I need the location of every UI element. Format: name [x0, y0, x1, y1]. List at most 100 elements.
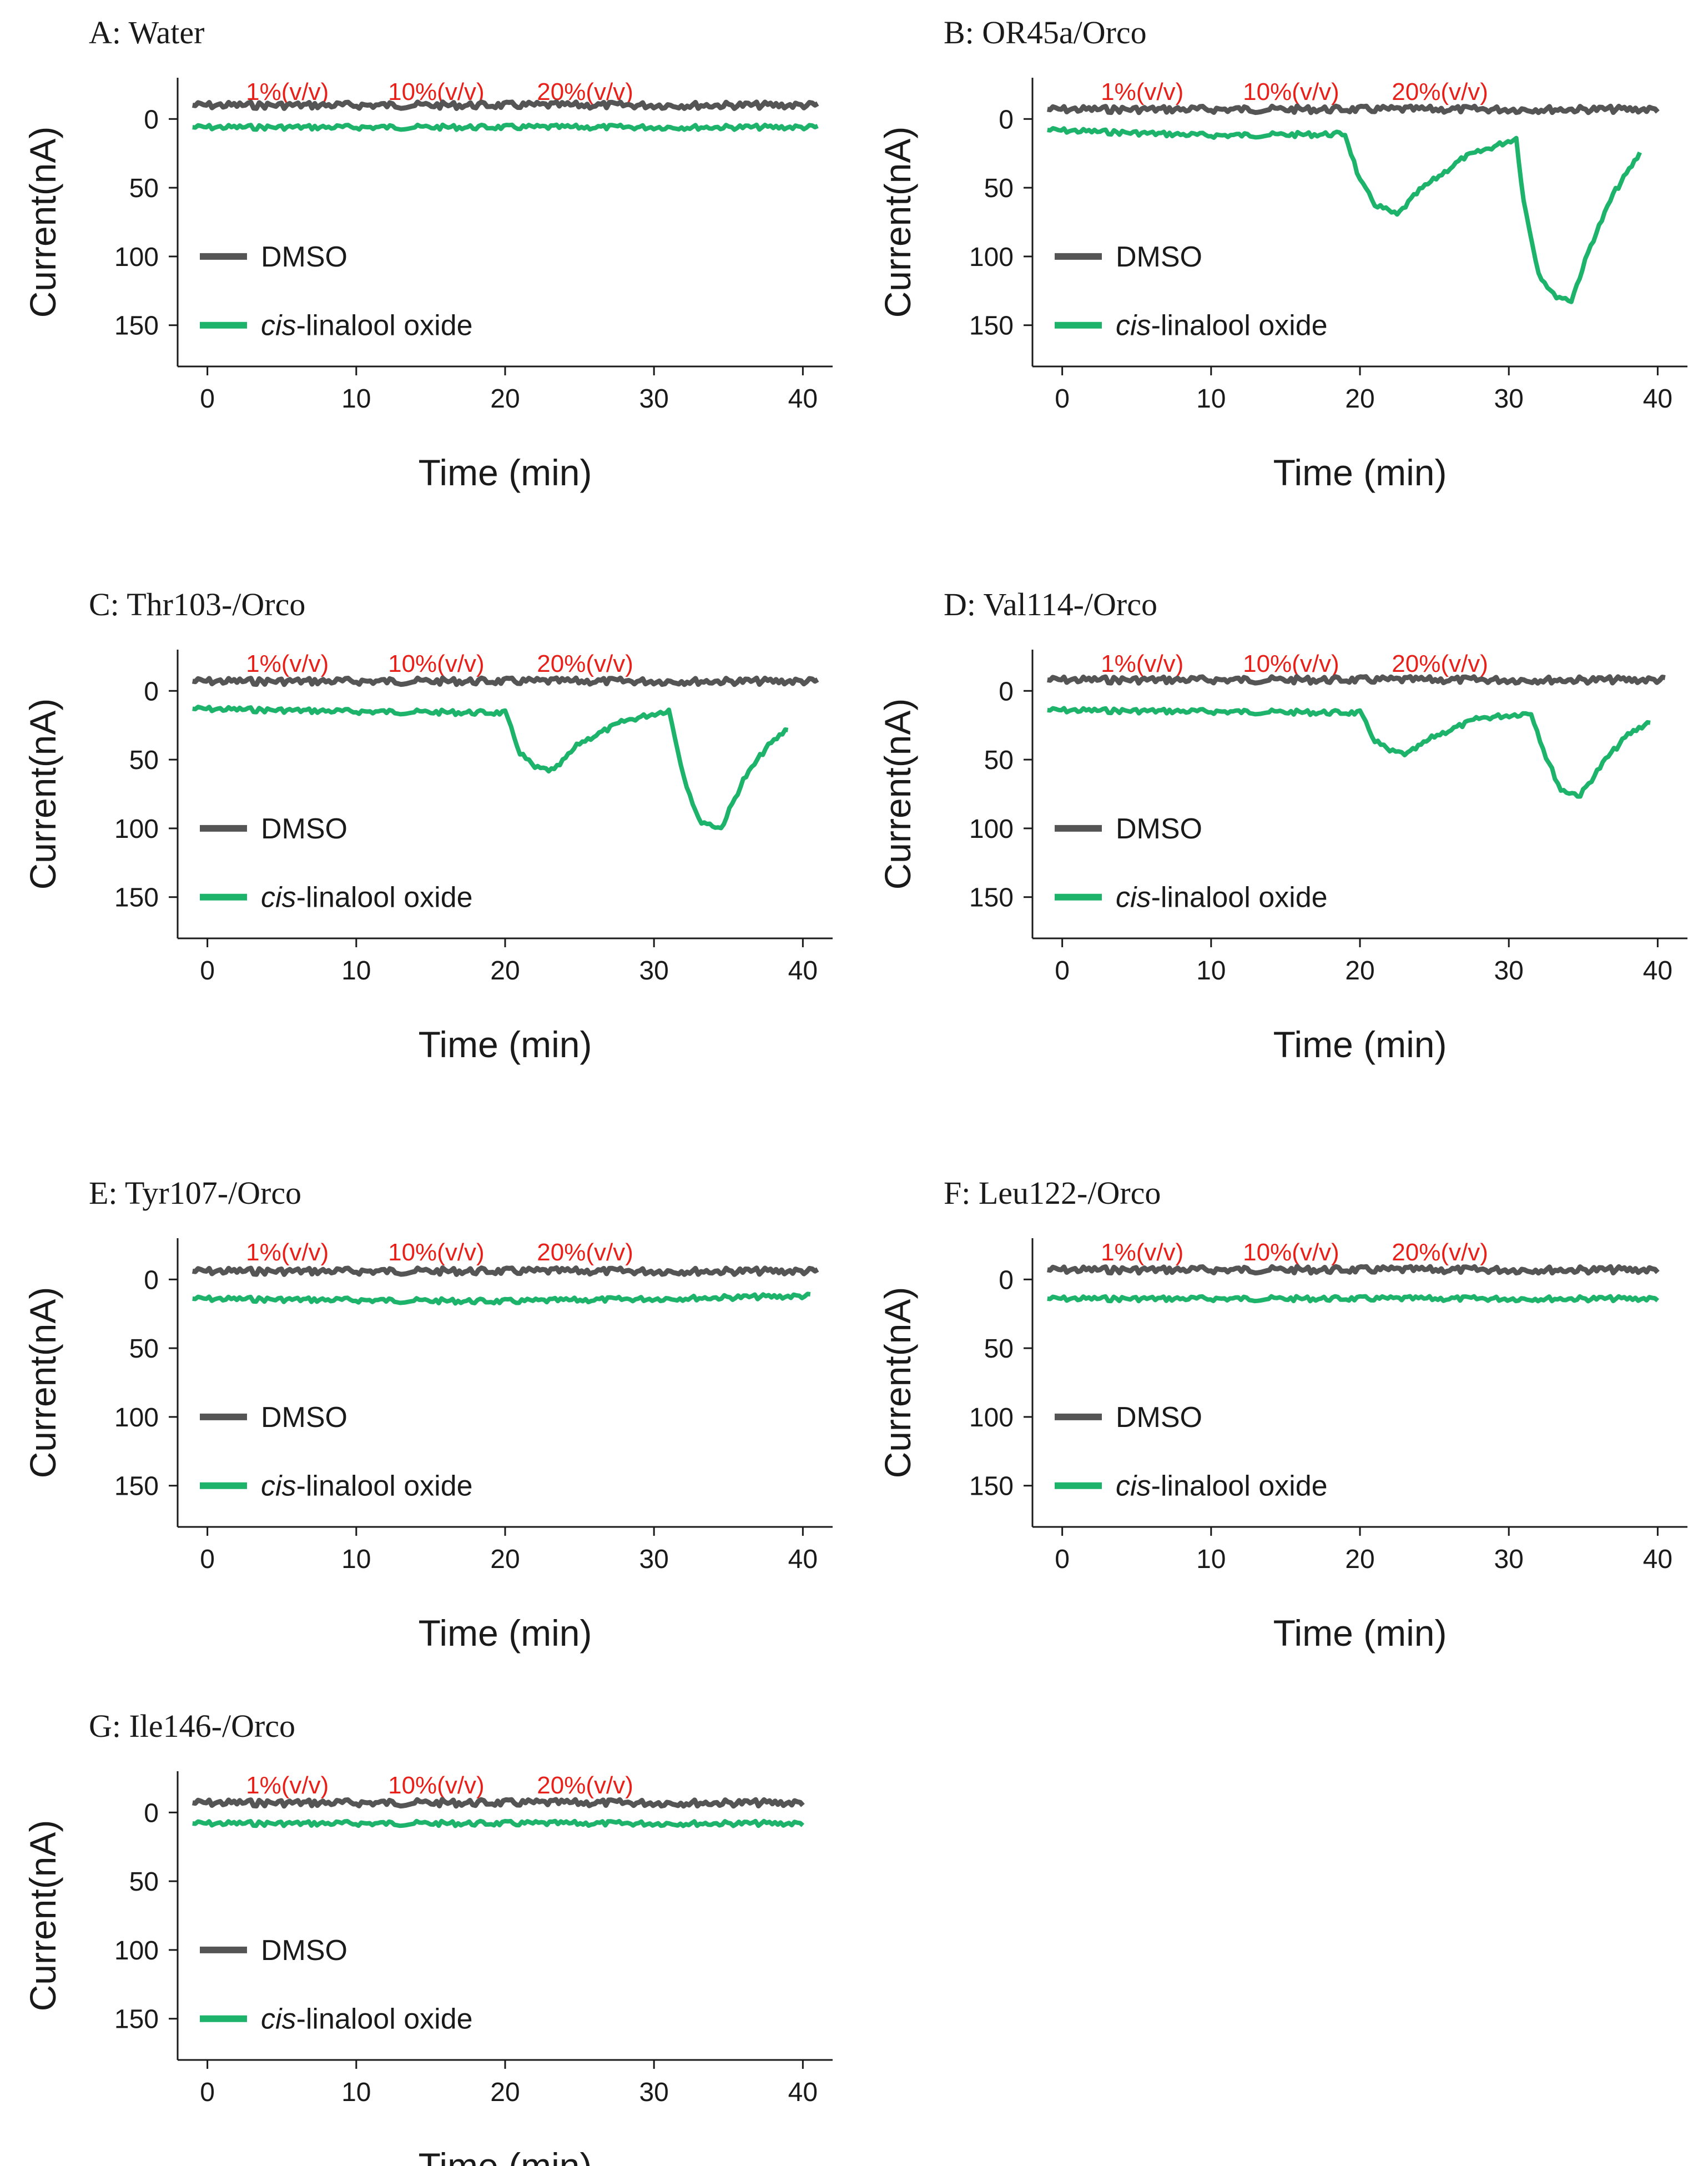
legend-label-rest: -linalool oxide [1151, 882, 1328, 914]
y-tick-label: 50 [129, 746, 159, 775]
x-axis-label: Time (min) [419, 2145, 592, 2166]
y-tick-label: 150 [114, 311, 159, 341]
legend-label-rest: -linalool oxide [296, 310, 473, 342]
legend-label-rest: -linalool oxide [1151, 310, 1328, 342]
x-axis-label: Time (min) [1273, 452, 1447, 493]
concentration-label: 10%(v/v) [388, 78, 485, 105]
x-tick-label: 20 [490, 956, 520, 986]
concentration-label: 20%(v/v) [1392, 650, 1488, 677]
x-tick-label: 20 [1345, 956, 1374, 986]
x-tick-label: 20 [1345, 1545, 1374, 1574]
panel-title: D: Val114-/Orco [944, 586, 1157, 622]
x-tick-label: 30 [639, 2078, 668, 2107]
x-tick-label: 10 [1196, 1545, 1226, 1574]
concentration-label: 1%(v/v) [246, 650, 329, 677]
y-tick-label: 100 [969, 1403, 1014, 1433]
legend-label-cis-linalool-oxide: cis-linalool oxide [261, 1470, 473, 1502]
concentration-label: 1%(v/v) [1101, 1239, 1183, 1266]
x-tick-label: 30 [639, 384, 668, 414]
y-tick-label: 150 [114, 1472, 159, 1501]
concentration-label: 1%(v/v) [246, 1239, 329, 1266]
concentration-label: 10%(v/v) [388, 1772, 485, 1799]
legend-label-cis-linalool-oxide: cis-linalool oxide [1116, 310, 1328, 342]
legend-label-dmso: DMSO [1116, 1401, 1202, 1434]
cis-linalool-oxide-trace [192, 705, 789, 831]
y-tick-label: 100 [969, 815, 1014, 844]
x-tick-label: 30 [1494, 1545, 1523, 1574]
cis-linalool-oxide-trace [192, 1291, 811, 1306]
x-tick-label: 0 [200, 956, 215, 986]
x-tick-label: 0 [200, 1545, 215, 1574]
legend-label-italic: cis [1116, 1470, 1151, 1502]
y-axis-label: Current(nA) [877, 698, 918, 890]
y-tick-label: 50 [129, 174, 159, 203]
x-tick-label: 20 [490, 384, 520, 414]
y-tick-label: 0 [999, 677, 1014, 706]
x-tick-label: 40 [1643, 956, 1672, 986]
y-tick-label: 150 [969, 1472, 1014, 1501]
x-tick-label: 0 [200, 2078, 215, 2107]
panel-f: F: Leu122-/Orco 1%(v/v) 10%(v/v) 20%(v/v) 0 5… [877, 1175, 1687, 1654]
panel-title: A: Water [89, 14, 204, 51]
concentration-label: 1%(v/v) [1101, 78, 1183, 105]
x-tick-label: 20 [490, 1545, 520, 1574]
x-tick-label: 10 [1196, 384, 1226, 414]
concentration-label: 10%(v/v) [388, 1239, 485, 1266]
y-tick-label: 150 [969, 311, 1014, 341]
concentration-label: 10%(v/v) [1243, 650, 1339, 677]
x-tick-label: 30 [1494, 956, 1523, 986]
panel-title: E: Tyr107-/Orco [89, 1175, 301, 1211]
x-tick-label: 40 [788, 1545, 818, 1574]
concentration-label: 20%(v/v) [537, 1239, 633, 1266]
y-tick-label: 100 [114, 1936, 159, 1966]
legend-label-dmso: DMSO [261, 813, 347, 845]
panel-title: C: Thr103-/Orco [89, 586, 305, 622]
y-tick-label: 100 [114, 815, 159, 844]
x-tick-label: 30 [639, 956, 668, 986]
y-tick-label: 50 [129, 1334, 159, 1364]
x-axis-label: Time (min) [1273, 1024, 1447, 1065]
x-axis-label: Time (min) [419, 452, 592, 493]
concentration-label: 10%(v/v) [1243, 1239, 1339, 1266]
dmso-trace [1047, 674, 1666, 686]
x-tick-label: 20 [1345, 384, 1374, 414]
x-tick-label: 40 [1643, 384, 1672, 414]
x-tick-label: 0 [1055, 956, 1070, 986]
panel-g: G: Ile146-/Orco 1%(v/v) 10%(v/v) 20%(v/v) 0 5… [22, 1708, 833, 2166]
cis-linalool-oxide-trace [192, 122, 819, 132]
y-tick-label: 100 [114, 243, 159, 272]
y-axis-label: Current(nA) [22, 1287, 63, 1479]
concentration-label: 20%(v/v) [537, 1772, 633, 1799]
concentration-label: 20%(v/v) [1392, 78, 1488, 105]
x-tick-label: 0 [1055, 1545, 1070, 1574]
y-tick-label: 50 [984, 746, 1014, 775]
x-tick-label: 40 [788, 384, 818, 414]
x-tick-label: 10 [341, 1545, 371, 1574]
x-tick-label: 30 [639, 1545, 668, 1574]
legend-label-cis-linalool-oxide: cis-linalool oxide [261, 2003, 473, 2036]
y-tick-label: 0 [144, 1265, 159, 1295]
x-tick-label: 30 [1494, 384, 1523, 414]
dmso-trace [1047, 1264, 1660, 1276]
panel-c: C: Thr103-/Orco 1%(v/v) 10%(v/v) 20%(v/v) 0 5… [22, 586, 833, 1065]
cis-linalool-oxide-trace [1047, 1294, 1660, 1304]
legend-label-cis-linalool-oxide: cis-linalool oxide [261, 310, 473, 342]
concentration-label: 10%(v/v) [1243, 78, 1339, 105]
panel-title: F: Leu122-/Orco [944, 1175, 1161, 1211]
panel-d: D: Val114-/Orco 1%(v/v) 10%(v/v) 20%(v/v) 0 5… [877, 586, 1687, 1065]
x-axis-label: Time (min) [419, 1612, 592, 1654]
y-axis-label: Current(nA) [22, 698, 63, 890]
legend-label-italic: cis [1116, 882, 1151, 914]
dmso-trace [192, 1265, 819, 1277]
legend-label-italic: cis [1116, 310, 1151, 342]
legend-label-italic: cis [261, 1470, 296, 1502]
legend-label-rest: -linalool oxide [1151, 1470, 1328, 1502]
cis-linalool-oxide-trace [1047, 126, 1642, 304]
legend-label-rest: -linalool oxide [296, 882, 473, 914]
x-tick-label: 40 [1643, 1545, 1672, 1574]
legend-label-dmso: DMSO [261, 1934, 347, 1967]
y-tick-label: 0 [144, 105, 159, 134]
dmso-trace [1047, 103, 1660, 115]
